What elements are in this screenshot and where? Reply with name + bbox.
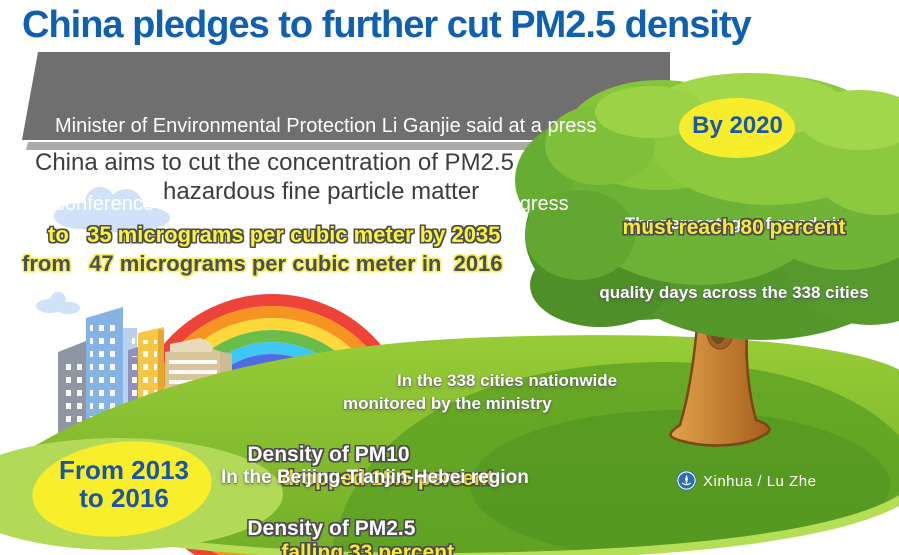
press-banner-text: Minister of Environmental Protection Li … xyxy=(55,61,596,347)
period-line-2: to 2016 xyxy=(79,483,169,513)
intro-line-2: hazardous fine particle matter xyxy=(163,178,480,205)
nationwide-line-1: In the 338 cities nationwide xyxy=(397,371,618,390)
banner-line-3: of the Communist Party of China xyxy=(55,271,345,293)
press-banner-shape xyxy=(22,52,670,150)
baseline-2016-stat: from 47 micrograms per cubic meter in 20… xyxy=(22,251,503,276)
cloud-icon xyxy=(54,187,170,232)
goal-highlight: must reach 80 percent xyxy=(622,216,846,239)
pm25-value: falling 33 percent xyxy=(281,541,455,555)
pm10-label: Density of PM10 xyxy=(247,443,410,467)
period-line-1: From 2013 xyxy=(58,455,190,485)
goal-line-1: The percentage of good air xyxy=(624,214,844,233)
pm10-stat-row: Density of PM10 dropped 15.5 percent xyxy=(224,419,494,516)
by2020-label: By 2020 xyxy=(692,112,783,139)
period-oval xyxy=(32,441,212,537)
region-line: In the Beijing-Tianjin-Hebei region xyxy=(221,467,529,488)
pm25-stat-row: Density of PM2.5 falling 33 percent xyxy=(224,493,454,555)
banner-line-1: Minister of Environmental Protection Li … xyxy=(55,115,597,137)
nationwide-line-2: monitored by the ministry xyxy=(343,394,552,413)
tree-illustration xyxy=(515,73,899,447)
small-cloud-icon xyxy=(36,292,80,314)
pm25-label: Density of PM2.5 xyxy=(247,517,416,541)
xinhua-logo-icon xyxy=(676,470,697,491)
goal-line-2: quality days across the 338 cities xyxy=(599,283,869,302)
period-label: From 2013 to 2016 xyxy=(38,456,210,512)
page-title: China pledges to further cut PM2.5 densi… xyxy=(22,4,752,46)
banner-line-2: conference on the sidelines of the 19th … xyxy=(55,193,569,215)
pm10-value: dropped 15.5 percent xyxy=(281,467,494,491)
intro-line-1: China aims to cut the concentration of P… xyxy=(35,149,514,176)
by2020-oval xyxy=(679,98,795,158)
air-quality-goal-text: The percentage of good air quality days … xyxy=(583,166,885,350)
credit-text: Xinhua / Lu Zhe xyxy=(703,473,817,490)
target-2035-stat: to 35 micrograms per cubic meter by 2035 xyxy=(48,222,501,247)
